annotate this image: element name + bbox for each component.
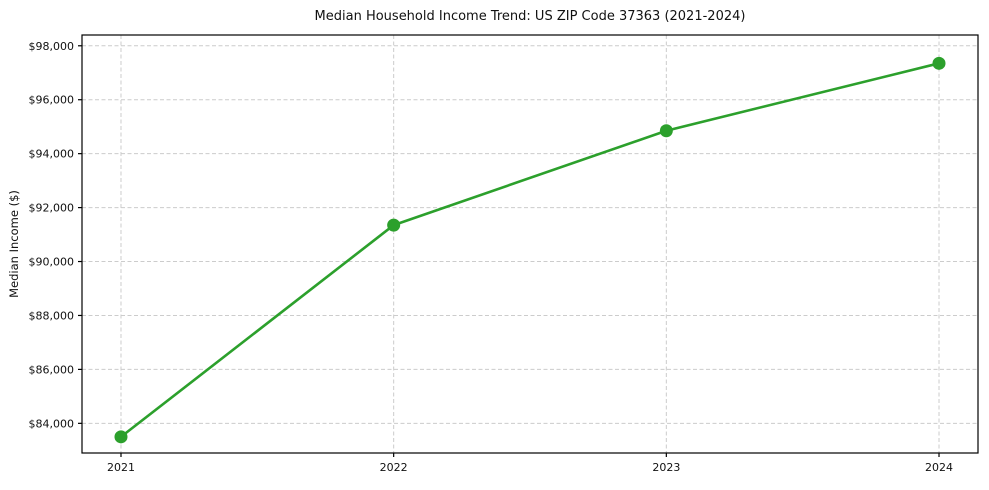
y-tick-label: $90,000 [29, 256, 75, 269]
data-point-marker [932, 56, 946, 70]
axes-box [81, 34, 979, 454]
x-tick-label: 2023 [652, 461, 680, 474]
x-tick-label: 2022 [380, 461, 408, 474]
chart-title: Median Household Income Trend: US ZIP Co… [314, 9, 746, 24]
data-point-marker [114, 430, 128, 444]
y-tick-label: $98,000 [29, 40, 75, 53]
data-point-marker [659, 124, 673, 138]
y-tick-label: $92,000 [29, 202, 75, 215]
y-tick-label: $88,000 [29, 309, 75, 322]
y-tick-label: $84,000 [29, 417, 75, 430]
data-point-marker [387, 218, 401, 232]
y-tick-label: $96,000 [29, 94, 75, 107]
y-tick-label: $94,000 [29, 148, 75, 161]
series-line [119, 62, 941, 439]
x-tick-label: 2024 [925, 461, 953, 474]
x-tick-label: 2021 [107, 461, 135, 474]
y-tick-label: $86,000 [29, 363, 75, 376]
